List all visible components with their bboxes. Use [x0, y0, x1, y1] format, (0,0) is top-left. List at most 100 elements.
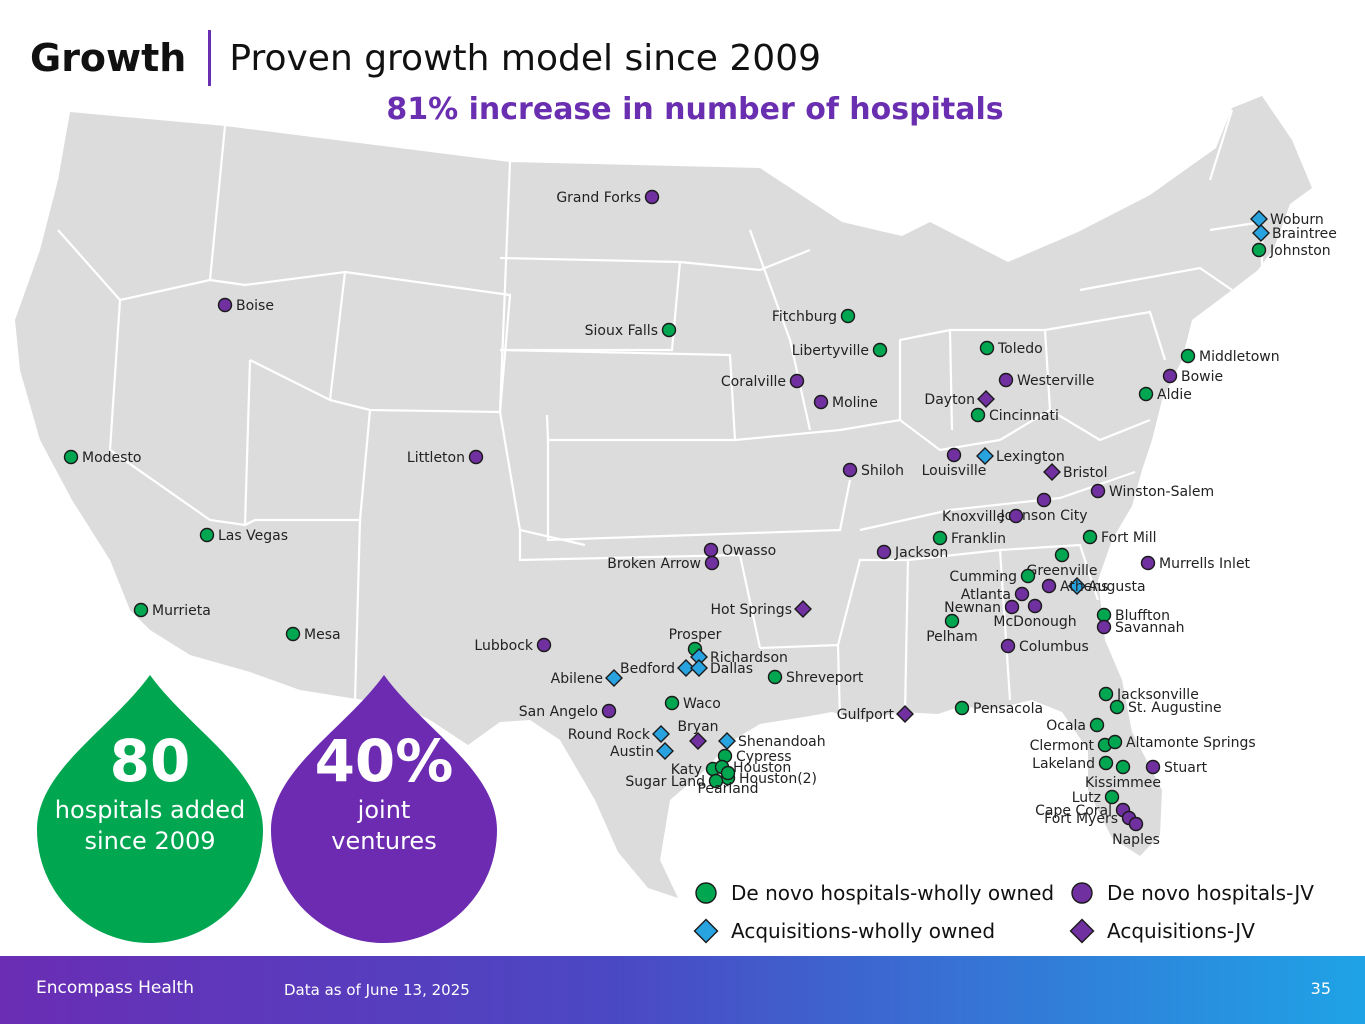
circle-marker	[1004, 599, 1020, 615]
diamond-marker	[656, 742, 674, 760]
location-shreveport: Shreveport	[767, 669, 864, 686]
location-label: Pelham	[926, 629, 978, 645]
circle-marker	[872, 342, 888, 358]
location-label: Lubbock	[474, 638, 533, 654]
location-middletown: Middletown	[1180, 348, 1280, 365]
circle-marker	[199, 527, 215, 543]
callout-drop	[37, 675, 263, 943]
circle-marker	[954, 700, 970, 716]
location-label: Boise	[236, 298, 274, 314]
location-moline: Moline	[813, 394, 878, 411]
location-modesto: Modesto	[63, 449, 142, 466]
location-pearland: Pearland	[697, 765, 759, 797]
footer-bar: Encompass Health Data as of June 13, 202…	[0, 956, 1365, 1024]
location-label: Toledo	[997, 341, 1043, 357]
location-label: Cumming	[949, 569, 1017, 585]
circle-marker	[536, 637, 552, 653]
location-pelham: Pelham	[926, 613, 978, 645]
location-label: Moline	[832, 395, 878, 411]
location-label: Las Vegas	[218, 528, 288, 544]
location-shiloh: Shiloh	[842, 462, 904, 479]
diamond-marker	[1068, 577, 1086, 595]
location-altamonte-springs: Altamonte Springs	[1107, 734, 1256, 751]
circle-marker	[767, 669, 783, 685]
location-label: Fitchburg	[772, 309, 837, 325]
location-littleton: Littleton	[407, 449, 484, 466]
circle-marker	[979, 340, 995, 356]
location-austin: Austin	[610, 742, 674, 760]
circle-marker	[1090, 483, 1106, 499]
location-athens: Athens	[1041, 578, 1108, 595]
location-label: Modesto	[82, 450, 142, 466]
location-bluffton: Bluffton	[1096, 607, 1170, 624]
circle-marker	[1107, 734, 1123, 750]
location-grand-forks: Grand Forks	[556, 189, 660, 206]
circle-marker	[1098, 755, 1114, 771]
location-label: Lutz	[1072, 790, 1101, 806]
circle-marker	[1027, 598, 1043, 614]
circle-marker	[63, 449, 79, 465]
diamond-marker	[652, 725, 670, 743]
legend-swatch	[693, 918, 719, 944]
location-dallas: Dallas	[690, 659, 753, 677]
circle-marker	[789, 373, 805, 389]
location-label: Coralville	[721, 374, 786, 390]
location-label: Jacksonville	[1116, 687, 1199, 703]
circle-marker	[1140, 555, 1156, 571]
location-label: Shreveport	[786, 670, 864, 686]
location-label: Shenandoah	[738, 734, 826, 750]
location-label: Greenville	[1027, 563, 1098, 579]
circle-marker	[1251, 242, 1267, 258]
diamond-marker	[677, 659, 695, 677]
callout-drop	[271, 675, 497, 943]
location-clermont: Clermont	[1030, 737, 1113, 754]
us-land-mass	[15, 96, 1312, 898]
location-stuart: Stuart	[1145, 759, 1208, 776]
legend-item-de-novo-hospitals-wholly-owned: De novo hospitals-wholly owned	[695, 881, 1054, 905]
circle-marker	[998, 372, 1014, 388]
location-st-augustine: St. Augustine	[1109, 699, 1222, 716]
callout-value: 80	[110, 727, 191, 795]
legend-label: Acquisitions-wholly owned	[731, 919, 995, 943]
location-braintree: Braintree	[1252, 224, 1337, 242]
location-label: Abilene	[551, 671, 603, 687]
slide-title: Growth Proven growth model since 2009	[30, 28, 821, 88]
location-label: Braintree	[1272, 226, 1337, 242]
location-label: Houston	[733, 760, 791, 776]
location-label: Altamonte Springs	[1126, 735, 1256, 751]
location-label: Franklin	[951, 531, 1006, 547]
location-columbus: Columbus	[1000, 638, 1089, 655]
location-broken-arrow: Broken Arrow	[607, 555, 720, 572]
location-label: Shiloh	[861, 463, 904, 479]
location-label: Ocala	[1046, 718, 1086, 734]
circle-marker	[1180, 348, 1196, 364]
location-augusta: Augusta	[1068, 577, 1146, 595]
location-label: Bryan	[677, 719, 718, 735]
legend-item-de-novo-hospitals-jv: De novo hospitals-JV	[1071, 881, 1314, 905]
location-newnan: Newnan	[944, 599, 1020, 616]
circle-marker	[661, 322, 677, 338]
location-johnston: Johnston	[1251, 242, 1331, 259]
location-savannah: Savannah	[1096, 619, 1185, 636]
location-gulfport: Gulfport	[837, 705, 914, 723]
footer-brand: Encompass Health	[36, 978, 194, 998]
circle-marker	[842, 462, 858, 478]
location-label: Round Rock	[568, 727, 651, 743]
circle-marker	[468, 449, 484, 465]
location-lutz: Lutz	[1072, 789, 1120, 806]
location-label: St. Augustine	[1128, 700, 1222, 716]
location-fort-myers: Fort Myers	[1044, 810, 1137, 827]
circle-marker	[1008, 508, 1024, 524]
location-kissimmee: Kissimmee	[1085, 759, 1161, 791]
location-label: Austin	[610, 744, 654, 760]
circle-marker	[644, 189, 660, 205]
legend-swatch	[1069, 918, 1095, 944]
location-label: Middletown	[1199, 349, 1280, 365]
location-label: Louisville	[922, 463, 987, 479]
circle-marker	[1096, 619, 1112, 635]
circle-marker	[876, 544, 892, 560]
location-label: Gulfport	[837, 707, 895, 723]
location-label: San Angelo	[519, 704, 598, 720]
location-pensacola: Pensacola	[954, 700, 1043, 717]
